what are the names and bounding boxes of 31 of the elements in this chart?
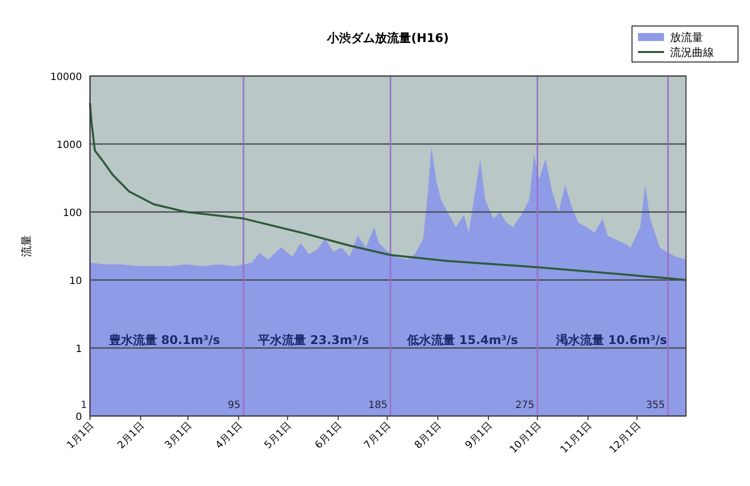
x-tick-label: 6月1日 bbox=[313, 420, 344, 452]
y-tick-label: 10 bbox=[69, 276, 82, 287]
x-tick-label: 9月1日 bbox=[464, 420, 495, 452]
x-tick-label: 10月1日 bbox=[508, 420, 544, 456]
annotation: 平水流量 23.3m³/s bbox=[256, 333, 370, 347]
line-series bbox=[89, 102, 687, 281]
y-tick-label: 100 bbox=[62, 208, 82, 219]
y-axis-title: 流量 bbox=[20, 235, 33, 257]
x-tick-label: 8月1日 bbox=[413, 420, 444, 452]
x-tick-label: 5月1日 bbox=[262, 420, 294, 452]
x-tick-label: 1月1日 bbox=[65, 420, 96, 452]
annotation: 豊水流量 80.1m³/s bbox=[108, 333, 220, 347]
annotation: 低水流量 15.4m³/s bbox=[406, 333, 518, 347]
legend-label: 放流量 bbox=[670, 31, 703, 44]
y-tick-label: 10000 bbox=[50, 72, 82, 83]
y-tick-label: 1000 bbox=[56, 140, 82, 151]
x-tick-label: 2月1日 bbox=[116, 420, 147, 452]
ref-line-label: 185 bbox=[368, 400, 388, 411]
legend-label: 流況曲線 bbox=[670, 46, 714, 59]
ref-line-label: 275 bbox=[515, 400, 534, 411]
x-tick-label: 11月1日 bbox=[558, 420, 594, 456]
chart-title: 小渋ダム放流量(H16) bbox=[326, 31, 449, 45]
y-tick-label: 1 bbox=[76, 344, 82, 355]
annotation: 渇水流量 10.6m³/s bbox=[554, 333, 668, 347]
x-tick-label: 7月1日 bbox=[362, 420, 394, 452]
x-tick-label: 3月1日 bbox=[163, 420, 194, 452]
ref-line-label: 95 bbox=[228, 400, 240, 411]
x-tick-label: 4月1日 bbox=[214, 420, 245, 452]
x-tick-label: 12月1日 bbox=[608, 420, 644, 456]
ref-line-label: 355 bbox=[646, 400, 666, 411]
y-tick-label: 0 bbox=[76, 412, 82, 423]
